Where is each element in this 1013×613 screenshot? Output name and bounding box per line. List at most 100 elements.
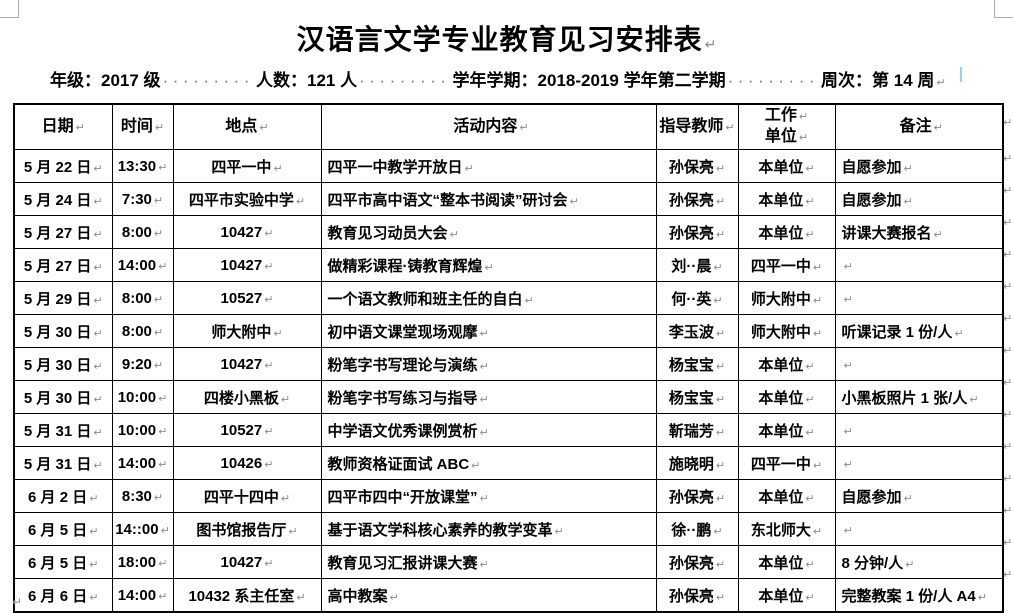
cell-activity[interactable]: 教师资格证面试 ABC ↵ [320, 446, 657, 480]
cell-work-unit[interactable]: 师大附中 ↵ [737, 314, 836, 348]
cell-activity[interactable]: 初中语文课堂现场观摩 ↵ [320, 314, 657, 348]
cell-teacher[interactable]: 孙保亮 ↵ [655, 182, 739, 216]
cell-date[interactable]: 5 月 22 日 ↵ [13, 149, 113, 183]
cell-remarks[interactable]: 自愿参加 ↵ [834, 182, 1004, 216]
info-value[interactable]: 2018-2019 学年第二学期 [537, 71, 726, 90]
cell-time[interactable]: 10:00 ↵ [111, 413, 174, 447]
cell-work-unit[interactable]: 本单位 ↵ [737, 413, 836, 447]
cell-time[interactable]: 8:00 ↵ [111, 215, 174, 249]
cell-remarks[interactable]: 自愿参加 ↵ [834, 149, 1004, 183]
cell-time[interactable]: 9:20 ↵ [111, 347, 174, 381]
column-header-time[interactable]: 时间 ↵ [111, 103, 174, 150]
cell-teacher[interactable]: 刘··晨 ↵ [655, 248, 739, 282]
cell-teacher[interactable]: 何··英 ↵ [655, 281, 739, 315]
cell-date[interactable]: 5 月 27 日 ↵ [13, 248, 113, 282]
cell-teacher[interactable]: 徐··鹏 ↵ [655, 512, 739, 546]
column-header-activity[interactable]: 活动内容 ↵ [320, 103, 657, 150]
cell-time[interactable]: 14:00 ↵ [111, 446, 174, 480]
cell-date[interactable]: 5 月 31 日 ↵ [13, 413, 113, 447]
cell-date[interactable]: 5 月 31 日 ↵ [13, 446, 113, 480]
cell-remarks[interactable]: 8 分钟/人 ↵ [834, 545, 1004, 579]
cell-remarks[interactable]: ↵ [834, 248, 1004, 282]
cell-teacher[interactable]: 施晓明 ↵ [655, 446, 739, 480]
cell-date[interactable]: 6 月 5 日 ↵ [13, 545, 113, 579]
cell-date[interactable]: 5 月 24 日 ↵ [13, 182, 113, 216]
cell-activity[interactable]: 做精彩课程·铸教育辉煌 ↵ [320, 248, 657, 282]
cell-location[interactable]: 10527 ↵ [172, 413, 322, 447]
cell-remarks[interactable]: 小黑板照片 1 张/人 ↵ [834, 380, 1004, 414]
cell-activity[interactable]: 粉笔字书写练习与指导 ↵ [320, 380, 657, 414]
cell-work-unit[interactable]: 四平一中 ↵ [737, 248, 836, 282]
cell-work-unit[interactable]: 师大附中 ↵ [737, 281, 836, 315]
cell-activity[interactable]: 粉笔字书写理论与演练 ↵ [320, 347, 657, 381]
cell-work-unit[interactable]: 四平一中 ↵ [737, 446, 836, 480]
info-value[interactable]: 2017 级 [101, 71, 161, 90]
cell-time[interactable]: 8:30 ↵ [111, 479, 174, 513]
info-line[interactable]: 年级：2017 级 ········· 人数：121 人 ········· 学年学期：… [50, 66, 980, 91]
cell-location[interactable]: 四平一中 ↵ [172, 149, 322, 183]
cell-remarks[interactable]: 自愿参加 ↵ [834, 479, 1004, 513]
cell-activity[interactable]: 四平一中教学开放日 ↵ [320, 149, 657, 183]
cell-date[interactable]: 6 月 5 日 ↵ [13, 512, 113, 546]
column-header-remarks[interactable]: 备注 ↵ [834, 103, 1004, 150]
cell-time[interactable]: 10:00 ↵ [111, 380, 174, 414]
cell-remarks[interactable]: ↵ [834, 512, 1004, 546]
cell-activity[interactable]: 四平市四中“开放课堂” ↵ [320, 479, 657, 513]
document-title[interactable]: 汉语言文学专业教育见习安排表 [296, 24, 703, 55]
cell-remarks[interactable]: ↵ [834, 446, 1004, 480]
cell-date[interactable]: 5 月 27 日 ↵ [13, 215, 113, 249]
cell-time[interactable]: 18:00 ↵ [111, 545, 174, 579]
cell-activity[interactable]: 中学语文优秀课例赏析 ↵ [320, 413, 657, 447]
cell-teacher[interactable]: 李玉波 ↵ [655, 314, 739, 348]
cell-location[interactable]: 10427 ↵ [172, 545, 322, 579]
cell-location[interactable]: 四平市实验中学 ↵ [172, 182, 322, 216]
info-label[interactable]: 年级： [50, 71, 101, 90]
cell-location[interactable]: 四楼小黑板 ↵ [172, 380, 322, 414]
cell-date[interactable]: 5 月 29 日 ↵ [13, 281, 113, 315]
cell-time[interactable]: 13:30 ↵ [111, 149, 174, 183]
cell-time[interactable]: 7:30 ↵ [111, 182, 174, 216]
cell-location[interactable]: 10427 ↵ [172, 248, 322, 282]
cell-remarks[interactable]: ↵ [834, 347, 1004, 381]
cell-date[interactable]: 6 月 2 日 ↵ [13, 479, 113, 513]
cell-teacher[interactable]: 孙保亮 ↵ [655, 545, 739, 579]
cell-teacher[interactable]: 杨宝宝 ↵ [655, 380, 739, 414]
cell-remarks[interactable]: ↵ [834, 413, 1004, 447]
cell-time[interactable]: 8:00 ↵ [111, 281, 174, 315]
cell-activity[interactable]: 基于语文学科核心素养的教学变革 ↵ [320, 512, 657, 546]
cell-work-unit[interactable]: 本单位 ↵ [737, 182, 836, 216]
cell-activity[interactable]: 教育见习动员大会 ↵ [320, 215, 657, 249]
cell-location[interactable]: 师大附中 ↵ [172, 314, 322, 348]
cell-activity[interactable]: 一个语文教师和班主任的自白 ↵ [320, 281, 657, 315]
cell-location[interactable]: 10427 ↵ [172, 215, 322, 249]
cell-teacher[interactable]: 孙保亮 ↵ [655, 479, 739, 513]
cell-teacher[interactable]: 杨宝宝 ↵ [655, 347, 739, 381]
cell-date[interactable]: 5 月 30 日 ↵ [13, 314, 113, 348]
info-label[interactable]: 周次： [821, 71, 873, 90]
cell-activity[interactable]: 教育见习汇报讲课大赛 ↵ [320, 545, 657, 579]
info-label[interactable]: 人数： [256, 71, 307, 90]
cell-time[interactable]: 14::00 ↵ [111, 512, 174, 546]
cell-work-unit[interactable]: 本单位 ↵ [737, 347, 836, 381]
cell-work-unit[interactable]: 东北师大 ↵ [737, 512, 836, 546]
cell-activity[interactable]: 四平市高中语文“整本书阅读”研讨会 ↵ [320, 182, 657, 216]
cell-date[interactable]: 5 月 30 日 ↵ [13, 380, 113, 414]
column-header-teacher[interactable]: 指导教师 ↵ [655, 103, 739, 150]
cell-location[interactable]: 10427 ↵ [172, 347, 322, 381]
column-header-date[interactable]: 日期 ↵ [13, 103, 113, 150]
cell-remarks[interactable]: 听课记录 1 份/人 ↵ [834, 314, 1004, 348]
cell-teacher[interactable]: 靳瑞芳 ↵ [655, 413, 739, 447]
cell-work-unit[interactable]: 本单位 ↵ [737, 215, 836, 249]
cell-teacher[interactable]: 孙保亮 ↵ [655, 149, 739, 183]
cell-time[interactable]: 14:00 ↵ [111, 248, 174, 282]
column-header-location[interactable]: 地点 ↵ [172, 103, 322, 150]
info-label[interactable]: 学年学期： [452, 71, 538, 90]
cell-work-unit[interactable]: 本单位 ↵ [737, 479, 836, 513]
info-value[interactable]: 121 人 [307, 71, 358, 90]
cell-location[interactable]: 10426 ↵ [172, 446, 322, 480]
cell-work-unit[interactable]: 本单位 ↵ [737, 380, 836, 414]
cell-work-unit[interactable]: 本单位 ↵ [737, 149, 836, 183]
cell-date[interactable]: 5 月 30 日 ↵ [13, 347, 113, 381]
cell-remarks[interactable]: ↵ [834, 281, 1004, 315]
